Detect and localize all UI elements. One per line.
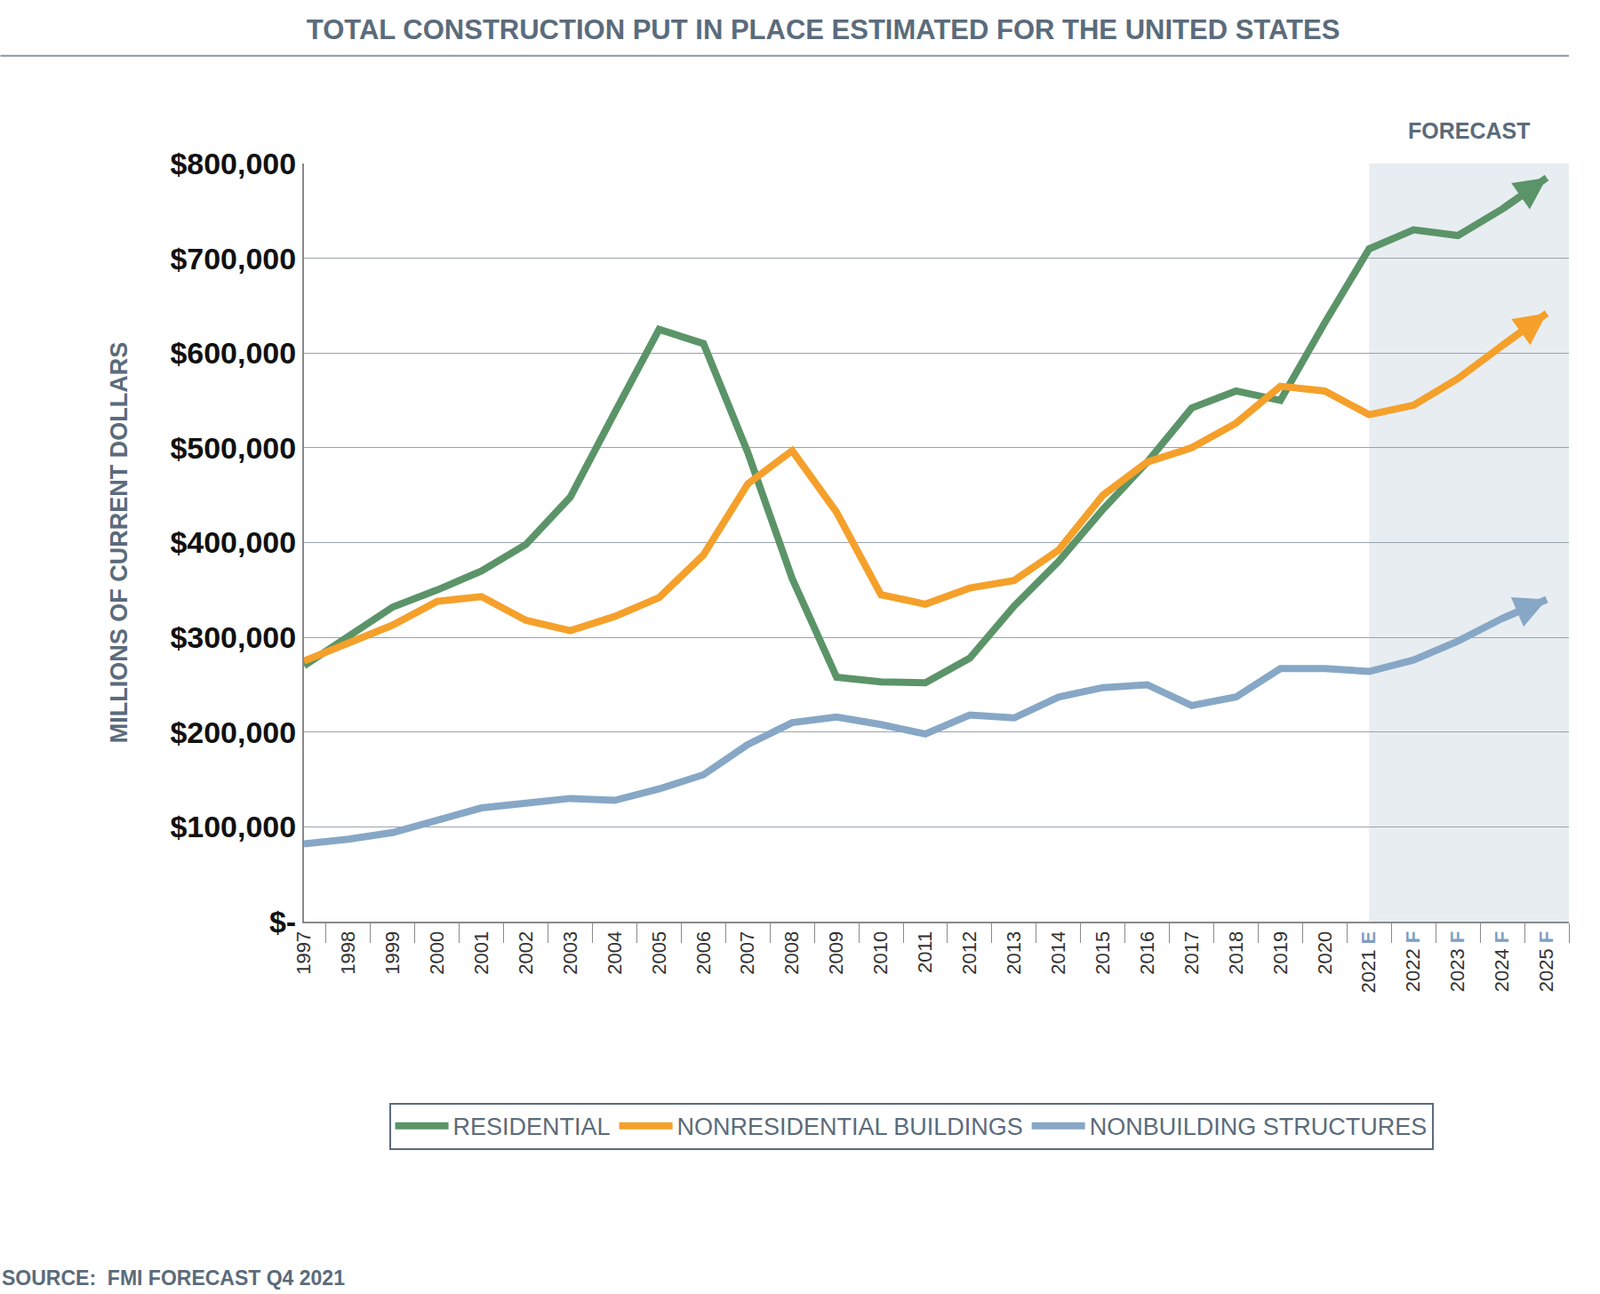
svg-text:2017: 2017 — [1180, 931, 1203, 976]
svg-text:FORECAST: FORECAST — [1408, 118, 1531, 144]
svg-text:2024 F: 2024 F — [1490, 931, 1513, 993]
svg-text:$200,000: $200,000 — [169, 715, 296, 750]
svg-text:2011: 2011 — [913, 931, 936, 974]
svg-text:MILLIONS OF CURRENT DOLLARS: MILLIONS OF CURRENT DOLLARS — [105, 342, 133, 744]
svg-text:$600,000: $600,000 — [169, 336, 296, 370]
svg-text:2009: 2009 — [824, 931, 848, 976]
svg-text:$700,000: $700,000 — [169, 241, 296, 276]
svg-text:2014: 2014 — [1047, 931, 1070, 976]
svg-text:TOTAL CONSTRUCTION PUT IN PLAC: TOTAL CONSTRUCTION PUT IN PLACE ESTIMATE… — [306, 14, 1341, 46]
svg-text:1997: 1997 — [292, 931, 315, 976]
svg-text:$300,000: $300,000 — [169, 620, 296, 655]
svg-text:2008: 2008 — [780, 931, 803, 976]
svg-text:$400,000: $400,000 — [169, 525, 296, 560]
svg-text:2022 F: 2022 F — [1401, 931, 1424, 993]
svg-text:2013: 2013 — [1002, 931, 1025, 976]
svg-text:2003: 2003 — [559, 931, 582, 976]
svg-text:RESIDENTIAL: RESIDENTIAL — [453, 1113, 611, 1141]
svg-text:$100,000: $100,000 — [169, 809, 296, 844]
svg-text:2000: 2000 — [425, 931, 448, 976]
svg-text:2020: 2020 — [1313, 931, 1336, 976]
svg-text:2007: 2007 — [736, 931, 759, 976]
svg-text:2005: 2005 — [648, 931, 671, 976]
svg-text:NONRESIDENTIAL BUILDINGS: NONRESIDENTIAL BUILDINGS — [677, 1113, 1024, 1141]
svg-text:2021 E: 2021 E — [1357, 931, 1380, 994]
svg-text:1999: 1999 — [381, 931, 404, 976]
svg-text:2001: 2001 — [470, 931, 493, 976]
svg-text:2025 F: 2025 F — [1535, 931, 1558, 993]
svg-text:2006: 2006 — [692, 931, 715, 976]
svg-text:$500,000: $500,000 — [169, 431, 296, 465]
svg-text:$800,000: $800,000 — [169, 146, 296, 181]
svg-text:NONBUILDING STRUCTURES: NONBUILDING STRUCTURES — [1089, 1113, 1428, 1141]
svg-text:1998: 1998 — [336, 931, 360, 976]
svg-text:2010: 2010 — [869, 931, 892, 976]
svg-text:$-: $- — [269, 904, 296, 939]
svg-text:2016: 2016 — [1136, 931, 1159, 976]
svg-text:2004: 2004 — [603, 931, 626, 976]
svg-text:SOURCE: FMI FORECAST Q4 2021: SOURCE: FMI FORECAST Q4 2021 — [1, 1266, 345, 1290]
svg-text:2002: 2002 — [514, 931, 537, 976]
svg-text:2018: 2018 — [1224, 931, 1248, 976]
svg-text:2012: 2012 — [958, 931, 981, 976]
svg-text:2019: 2019 — [1269, 931, 1292, 976]
svg-text:2015: 2015 — [1091, 931, 1114, 976]
svg-text:2023 F: 2023 F — [1446, 931, 1469, 993]
